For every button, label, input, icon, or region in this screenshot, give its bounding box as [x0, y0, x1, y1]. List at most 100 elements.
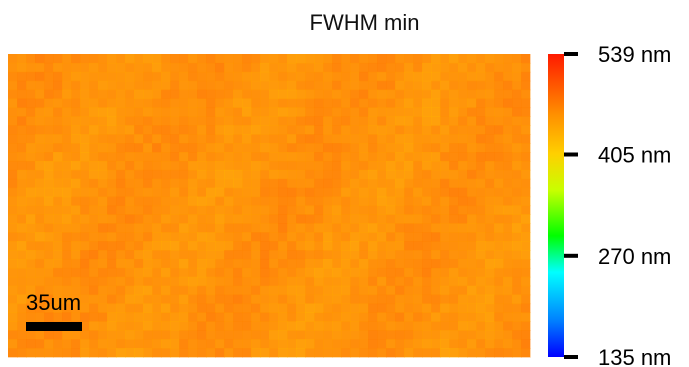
heatmap-cell — [260, 285, 270, 296]
heatmap-cell — [89, 98, 99, 109]
heatmap-cell — [17, 267, 27, 278]
scale-bar-line — [26, 322, 82, 331]
heatmap-cell — [53, 250, 63, 260]
heatmap-cell — [305, 339, 315, 349]
heatmap-cell — [233, 303, 243, 314]
heatmap-cell — [287, 54, 297, 64]
heatmap-cell — [53, 71, 63, 82]
heatmap-cell — [116, 107, 126, 117]
heatmap-cell — [323, 294, 333, 305]
heatmap-cell — [107, 258, 117, 269]
heatmap-cell — [458, 152, 468, 162]
heatmap-cell — [107, 223, 117, 233]
heatmap-cell — [404, 232, 414, 242]
heatmap-cell — [44, 348, 54, 358]
heatmap-cell — [395, 214, 405, 224]
heatmap-cell — [404, 178, 414, 189]
heatmap-cell — [26, 62, 36, 73]
heatmap-cell — [71, 98, 81, 109]
heatmap-cell — [89, 196, 99, 207]
heatmap-cell — [404, 62, 414, 73]
heatmap-cell — [8, 223, 18, 233]
heatmap-cell — [377, 241, 387, 251]
heatmap-cell — [53, 98, 63, 109]
heatmap-cell — [62, 348, 72, 358]
heatmap-cell — [35, 98, 45, 109]
heatmap-cell — [161, 294, 171, 305]
heatmap-cell — [494, 205, 504, 216]
heatmap-cell — [26, 178, 36, 189]
heatmap-cell — [251, 339, 261, 349]
heatmap-cell — [431, 89, 441, 100]
heatmap-cell — [386, 276, 396, 287]
heatmap-cell — [197, 107, 207, 117]
heatmap-cell — [125, 250, 135, 260]
heatmap-cell — [332, 214, 342, 224]
heatmap-cell — [44, 80, 54, 91]
heatmap-cell — [314, 258, 324, 269]
heatmap-cell — [458, 89, 468, 100]
heatmap-cell — [476, 169, 486, 180]
heatmap-cell — [233, 241, 243, 251]
heatmap-cell — [26, 258, 36, 269]
heatmap-cell — [188, 71, 198, 82]
heatmap-cell — [242, 125, 252, 135]
heatmap-cell — [494, 143, 504, 153]
heatmap-cell — [17, 321, 27, 331]
heatmap-cell — [440, 267, 450, 278]
heatmap-cell — [341, 107, 351, 117]
heatmap-cell — [98, 258, 108, 269]
heatmap-cell — [179, 54, 189, 64]
heatmap-cell — [116, 214, 126, 224]
heatmap-cell — [215, 294, 225, 305]
heatmap-cell — [269, 54, 279, 64]
heatmap-cell — [71, 250, 81, 260]
heatmap-cell — [17, 169, 27, 180]
heatmap-cell — [161, 321, 171, 331]
heatmap-cell — [431, 258, 441, 269]
heatmap-cell — [44, 178, 54, 189]
heatmap-cell — [287, 71, 297, 82]
heatmap-cell — [449, 143, 459, 153]
heatmap-cell — [71, 196, 81, 207]
heatmap-cell — [242, 89, 252, 100]
heatmap-cell — [143, 152, 153, 162]
heatmap-cell — [71, 330, 81, 340]
heatmap-cell — [89, 258, 99, 269]
heatmap-cell — [8, 267, 18, 278]
heatmap-cell — [413, 241, 423, 251]
heatmap-cell — [152, 258, 162, 269]
heatmap-cell — [125, 348, 135, 358]
heatmap-cell — [449, 303, 459, 314]
heatmap-cell — [152, 160, 162, 171]
heatmap-cell — [116, 178, 126, 189]
heatmap-cell — [179, 285, 189, 296]
heatmap-cell — [53, 258, 63, 269]
heatmap-cell — [260, 134, 270, 144]
heatmap-cell — [350, 303, 360, 314]
heatmap-cell — [512, 143, 522, 153]
heatmap-cell — [512, 107, 522, 117]
heatmap-cell — [395, 178, 405, 189]
heatmap-cell — [26, 89, 36, 100]
heatmap-cell — [8, 258, 18, 269]
heatmap-cell — [17, 258, 27, 269]
heatmap-cell — [26, 330, 36, 340]
heatmap-cell — [368, 143, 378, 153]
heatmap-cell — [296, 89, 306, 100]
heatmap-cell — [386, 71, 396, 82]
heatmap-cell — [305, 303, 315, 314]
heatmap-cell — [404, 152, 414, 162]
heatmap-cell — [89, 62, 99, 73]
heatmap-cell — [125, 258, 135, 269]
heatmap-cell — [197, 294, 207, 305]
heatmap-cell — [494, 267, 504, 278]
heatmap-cell — [377, 258, 387, 269]
heatmap-cell — [233, 169, 243, 180]
heatmap-cell — [71, 80, 81, 91]
heatmap-cell — [305, 232, 315, 242]
heatmap-cell — [422, 116, 432, 126]
heatmap-cell — [260, 321, 270, 331]
heatmap-cell — [494, 303, 504, 314]
heatmap-cell — [350, 169, 360, 180]
